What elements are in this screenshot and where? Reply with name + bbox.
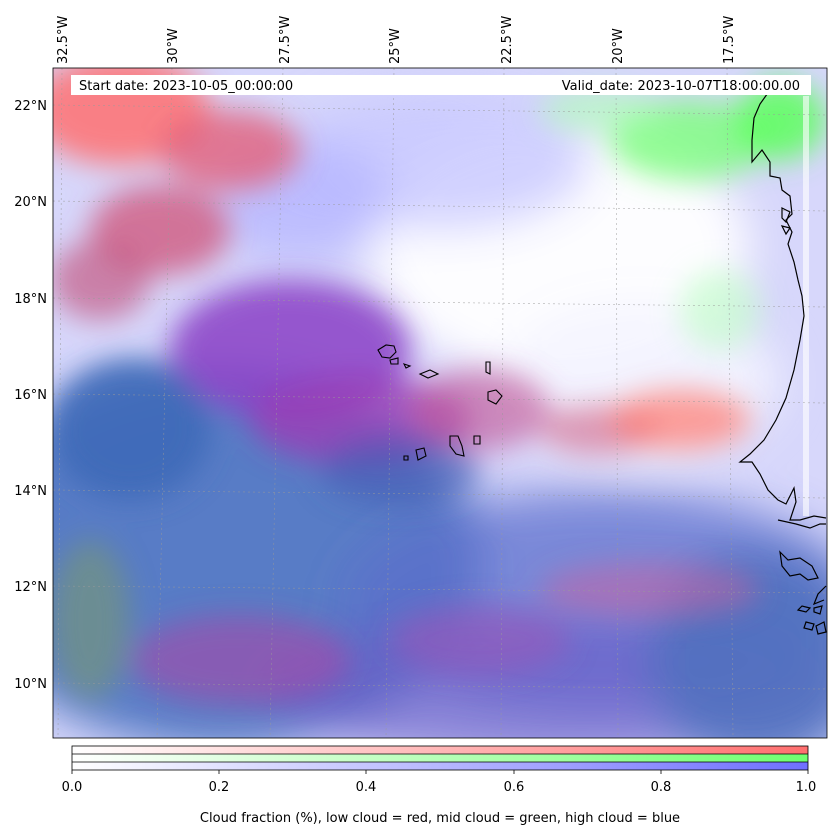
island-santa-luzia — [402, 363, 412, 369]
lat-label: 10°N — [14, 677, 47, 692]
header-band — [71, 75, 811, 95]
lon-label: 27.5°W — [278, 16, 293, 64]
cap-blanc-island — [780, 207, 791, 236]
island-brava — [403, 455, 409, 461]
lon-label: 25°W — [388, 28, 403, 64]
colorbar-tick: 0.4 — [356, 780, 377, 795]
island-fogo — [415, 447, 427, 461]
lat-label: 12°N — [14, 580, 47, 595]
colorbar-high-cloud — [72, 762, 808, 770]
map-panel: Start date: 2023-10-05_00:00:00 Valid_da… — [52, 67, 828, 739]
island-boa-vista — [487, 389, 503, 405]
gambia-coast — [777, 519, 826, 529]
lat-label: 16°N — [14, 388, 47, 403]
colorbar-low-cloud — [72, 746, 808, 754]
colorbar-mid-cloud — [72, 754, 808, 762]
colorbar-tick: 0.0 — [62, 780, 83, 795]
lon-label: 22.5°W — [500, 16, 515, 64]
bijagos-islands — [796, 605, 827, 635]
colorbar-frame — [71, 745, 809, 771]
island-maio — [473, 435, 481, 445]
colorbar-tick: 0.2 — [209, 780, 230, 795]
colorbar-label: Cloud fraction (%), low cloud = red, mid… — [200, 811, 680, 826]
lat-label: 20°N — [14, 195, 47, 210]
lat-label: 18°N — [14, 292, 47, 307]
lon-label: 32.5°W — [56, 16, 71, 64]
island-santiago — [449, 435, 465, 457]
cape-verde-islands — [377, 344, 503, 461]
island-sao-nicolau — [418, 369, 440, 379]
colorbar: 0.0 0.2 0.4 0.6 0.8 1.0 Cloud fraction (… — [62, 745, 817, 826]
lat-label: 14°N — [14, 484, 47, 499]
guinea-bissau-coast — [779, 550, 827, 606]
longitude-labels: 32.5°W 30°W 27.5°W 25°W 22.5°W 20°W 17.5… — [56, 16, 737, 64]
lat-label: 22°N — [14, 99, 47, 114]
lon-label: 20°W — [611, 28, 626, 64]
latitude-labels: 22°N 20°N 18°N 16°N 14°N 12°N 10°N — [14, 99, 47, 692]
map-frame — [52, 67, 828, 739]
cloud-field — [53, 68, 827, 738]
colorbar-tick: 1.0 — [796, 780, 817, 795]
lon-label: 17.5°W — [722, 16, 737, 64]
island-sal — [485, 361, 491, 375]
graticule — [52, 67, 828, 739]
start-date-label: Start date: 2023-10-05_00:00:00 — [79, 79, 293, 94]
lon-label: 30°W — [166, 28, 181, 64]
valid-date-label: Valid_date: 2023-10-07T18:00:00.00 — [562, 79, 800, 94]
colorbar-tick: 0.8 — [651, 780, 672, 795]
island-sao-vicente — [389, 357, 399, 365]
island-santo-antao — [377, 344, 397, 359]
colorbar-tick: 0.6 — [504, 780, 525, 795]
african-coastline — [738, 89, 827, 521]
